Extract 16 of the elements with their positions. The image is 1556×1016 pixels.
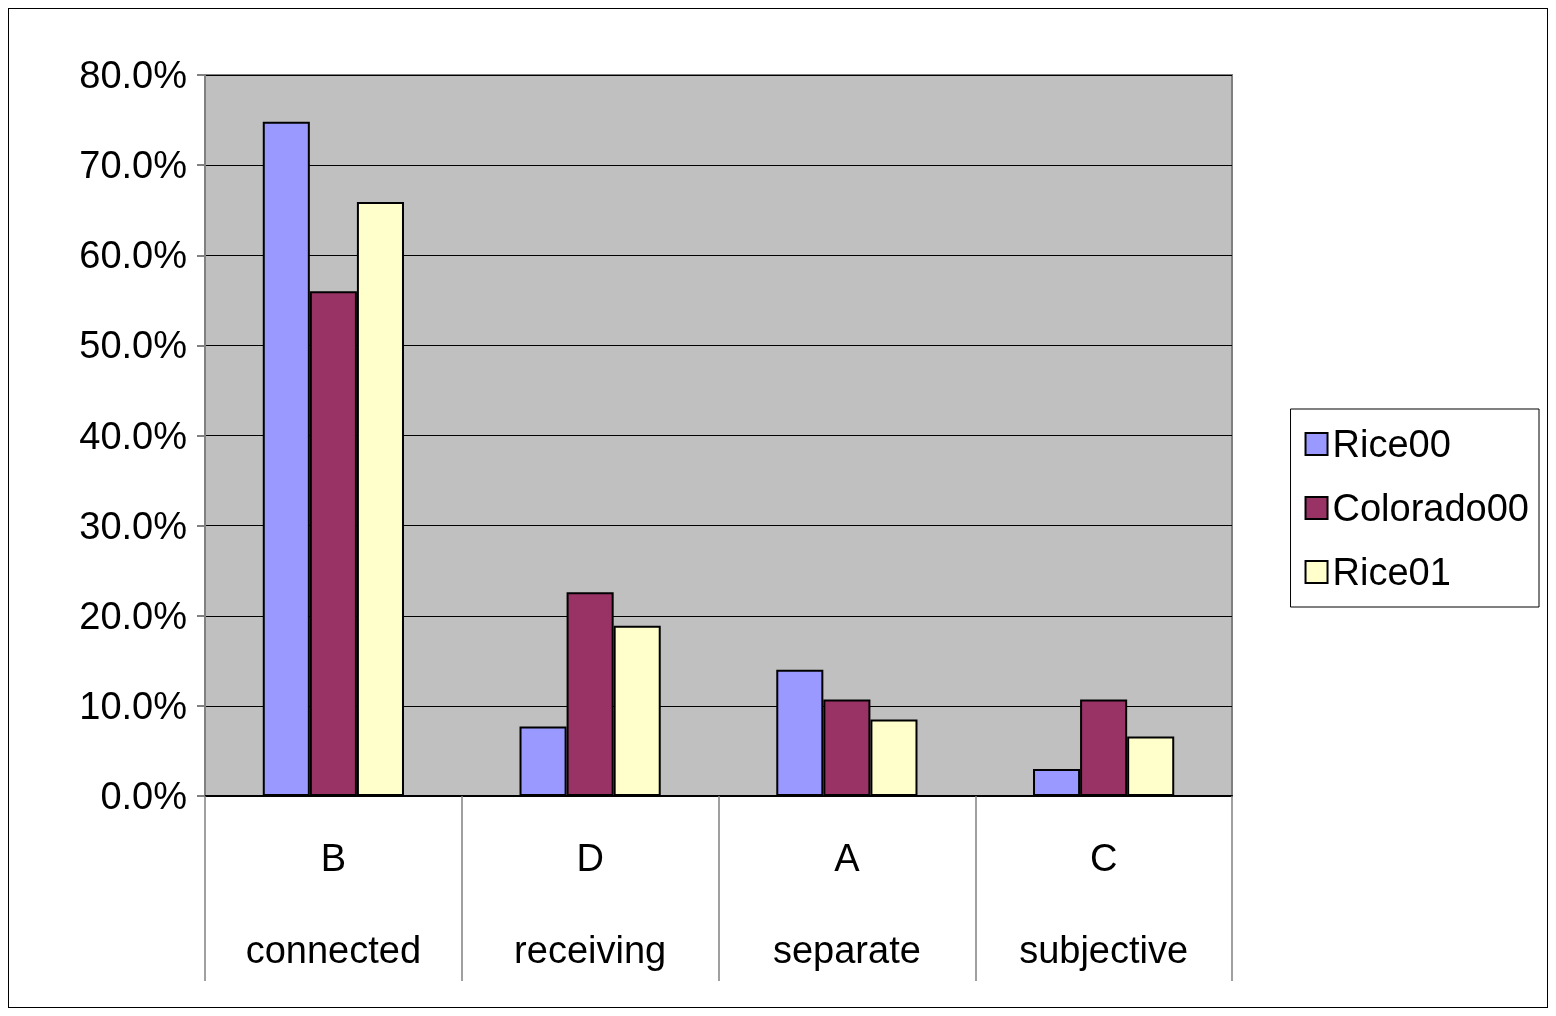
y-tick-label: 80.0% — [79, 54, 187, 96]
y-tick-label: 50.0% — [79, 324, 187, 367]
y-tick-label: 30.0% — [79, 504, 187, 547]
legend-label: Colorado00 — [1332, 487, 1530, 529]
legend-label: Rice00 — [1332, 423, 1451, 465]
y-tick-label: 0.0% — [100, 775, 187, 817]
y-tick-label: 40.0% — [79, 414, 187, 457]
y-tick-label: 20.0% — [79, 594, 187, 637]
category-label: C subjective — [1019, 837, 1189, 971]
y-tick-label: 10.0% — [79, 684, 187, 727]
category-label: A separate — [772, 837, 921, 971]
category-label: D receiving — [514, 837, 667, 971]
y-tick-label: 70.0% — [79, 144, 187, 187]
legend-label: Rice01 — [1332, 551, 1451, 593]
category-label: B connected — [245, 837, 422, 971]
y-tick-label: 60.0% — [79, 234, 187, 277]
